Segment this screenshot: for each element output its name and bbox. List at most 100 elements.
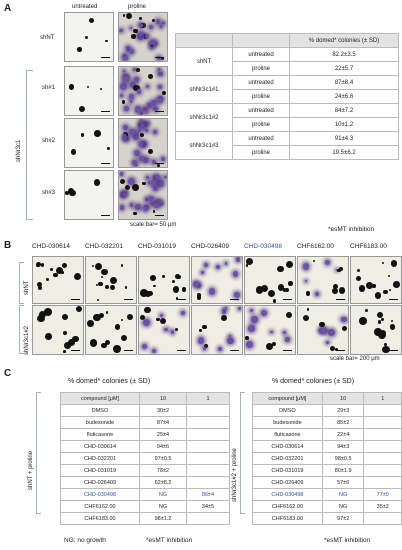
table-c-right-value-1 [363,512,402,525]
colony [381,262,384,265]
table-c-left-row: CHD-030498 NG 86±4 [60,488,230,501]
colony [175,297,179,300]
table-a-value: 22±5.7 [289,61,399,76]
colony [147,182,150,185]
table-c-left-value-10: 62±8.2 [139,476,187,489]
group-label-shnr3c1: shNr3c1 [16,139,22,162]
table-c-right-value-10: 57±6 [321,476,365,489]
colony [125,46,131,52]
colony [248,325,255,332]
colony [152,18,156,23]
table-a-row: proline 19.5±6.2 [176,145,399,160]
colony [285,337,290,342]
colony [133,77,139,82]
colony [314,291,319,296]
colony [171,279,176,284]
micrograph-b-shnt [244,256,296,304]
micrograph-a-untreated [64,118,114,168]
table-c-right-row: CHF6183.00 97±2 [252,512,402,525]
colony [389,324,396,330]
colony [143,207,148,211]
colony [122,55,128,61]
colony [146,102,152,108]
scale-bar [230,299,239,300]
colony [381,317,385,321]
colony [201,271,205,275]
colony [285,260,294,268]
table-c-right-head-10: 10 [321,392,365,405]
colony [138,32,143,37]
colony [125,134,129,137]
scale-bar [336,299,345,300]
colony [157,98,162,103]
row-label-b-shnt: shNT [24,280,30,295]
micrograph-a-proline [118,66,168,116]
panel-b-letter: B [4,240,12,251]
table-c-left-row: CHF6162.00 NG 34±5 [60,500,230,513]
table-c-right-title: % domed* colonies (± SD) [272,378,355,385]
colony [140,132,145,137]
colony [174,328,179,332]
colony [260,309,268,316]
table-c-left-value-10: 25±4 [139,428,187,441]
colony [193,281,200,288]
colony [153,284,156,288]
row-label-sh1: sh#1 [42,85,56,91]
colony [218,346,223,352]
table-a-group: shNr3c1#3 [175,131,233,160]
colony [123,190,127,195]
table-a-value: 24±6.6 [289,89,399,104]
table-a-head-empty-2 [232,33,290,48]
micrograph-b-shnt [191,256,243,304]
table-c-right-value-10: 97±2 [321,512,365,525]
colony [161,157,166,162]
scale-bar [101,163,110,164]
colony [138,129,141,132]
colony [245,341,253,348]
colony [153,130,158,135]
colony [304,280,307,283]
colony [140,23,144,27]
colony [128,178,136,185]
row-label-shnt: shNT [40,35,55,41]
colony [203,346,206,350]
micrograph-b-shnr3c1 [32,305,84,355]
colony [147,291,153,297]
colony [288,281,293,286]
colony [145,110,149,114]
table-c-left-row: fluticasone 25±4 [60,428,230,441]
colony [140,112,143,115]
table-c-left-value-1 [186,476,230,489]
table-c-right-value-1 [363,404,402,417]
table-c-right-value-10: NG [321,488,365,501]
colony [145,84,150,89]
table-a-row: shNr3c1#2 untreated 84±7.2 [175,103,399,132]
colony [67,187,75,194]
colony [120,192,126,198]
colony [302,314,310,321]
table-c-left-value-10: 97±0.5 [139,452,187,465]
colony [164,327,168,332]
table-c-right-value-10: 98±0.5 [321,452,365,465]
colony [306,308,310,311]
table-c-right-row: CHD-031019 80±1.9 [252,464,402,477]
table-c-left-compound: CHF6162.00 [60,500,140,513]
colony [265,342,273,350]
table-c-right-compound: CHF6162.00 [252,500,323,513]
colony [36,281,42,287]
colony [170,330,174,334]
micrograph-b-shnr3c1 [244,305,296,355]
colony [141,343,148,350]
micrograph-b-shnt [297,256,349,304]
colony [129,100,133,104]
colony [128,93,135,100]
colony [129,26,132,29]
table-c-left-container: compound [μM] 10 1 DMSO 30±2 budesonide 87±… [60,392,230,525]
colony [120,94,124,97]
colony [355,276,361,282]
colony [149,46,153,50]
colony [245,264,249,267]
table-c-right-row: CHD-026409 57±6 [252,476,402,489]
table-c-left-compound: CHD-030498 [60,488,140,501]
colony [234,292,240,299]
